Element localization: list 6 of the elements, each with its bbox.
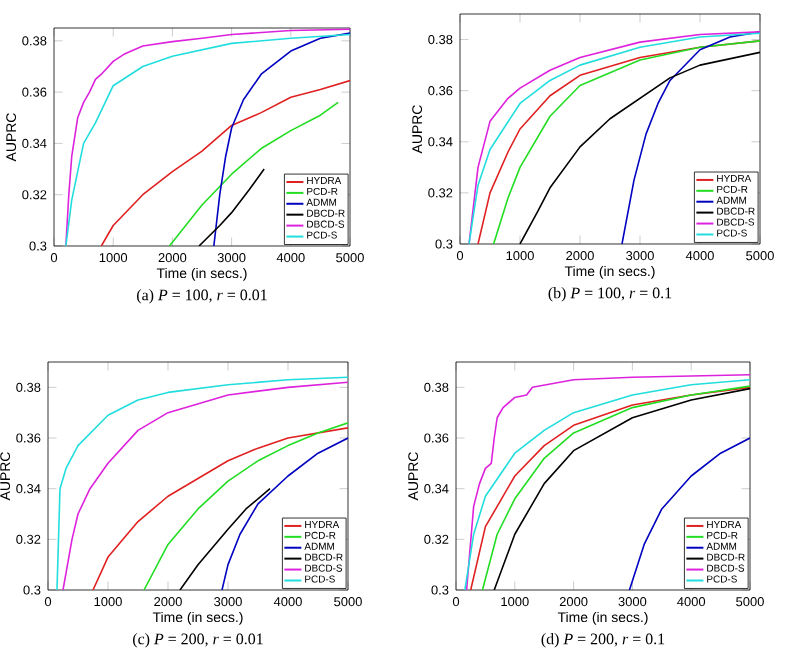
line-series	[143, 422, 348, 590]
line-series	[213, 32, 350, 246]
line-series	[92, 427, 348, 590]
line-series	[221, 437, 348, 590]
line-series	[628, 437, 750, 590]
line-series	[100, 79, 350, 246]
